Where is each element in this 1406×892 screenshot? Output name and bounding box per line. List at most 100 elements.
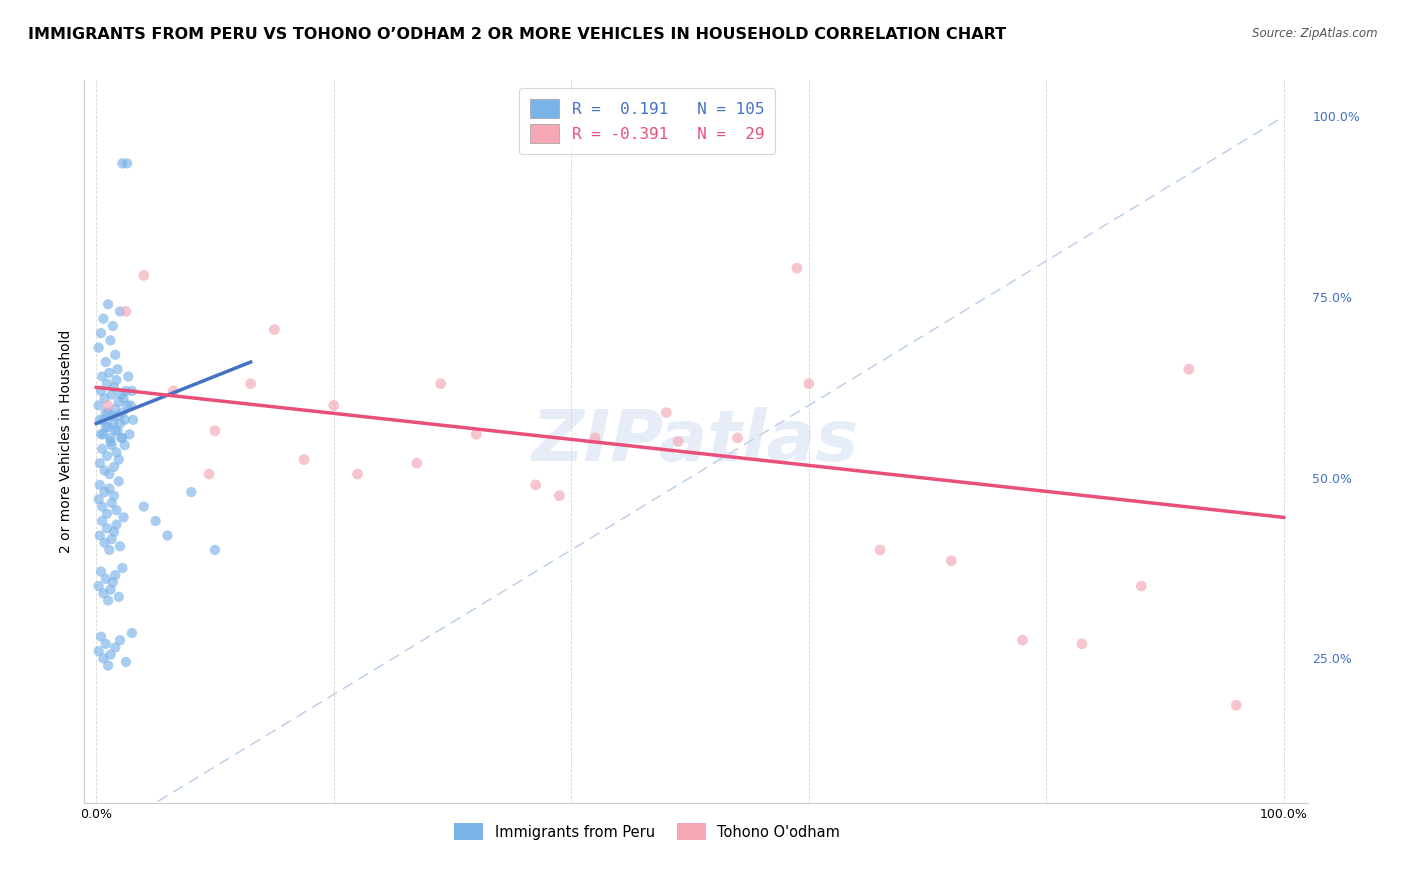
Point [100,438,122,452]
Point [105,503,128,517]
Point [93,535,115,549]
Point [94,420,117,434]
Point [90,326,112,341]
Point [90,630,112,644]
Point [104,568,127,582]
Point [655,406,678,420]
Point [107,424,129,438]
Point [93,651,115,665]
Point [98,467,121,481]
Point [112,510,135,524]
Point [104,402,127,417]
Point [89,456,111,470]
Point [100,431,122,445]
Point [94,355,117,369]
Point [132,500,155,514]
Point [108,539,131,553]
Point [107,362,129,376]
Point [108,417,131,431]
Point [94,637,117,651]
Point [97,420,120,434]
Point [111,156,134,170]
Point [107,394,129,409]
Point [107,409,129,424]
Point [524,478,547,492]
Point [117,369,139,384]
Point [98,482,121,496]
Point [107,452,129,467]
Y-axis label: 2 or more Vehicles in Household: 2 or more Vehicles in Household [59,330,73,553]
Point [346,467,368,481]
Point [91,442,114,456]
Point [93,427,115,442]
Point [97,297,120,311]
Point [666,434,689,449]
Point [105,445,128,459]
Point [104,348,127,362]
Point [1225,698,1247,713]
Point [101,318,124,333]
Point [406,456,429,470]
Point [90,565,112,579]
Point [548,489,571,503]
Point [583,431,606,445]
Point [89,528,111,542]
Point [110,387,132,401]
Point [97,593,120,607]
Text: ZIPatlas: ZIPatlas [533,407,859,476]
Point [93,311,115,326]
Point [91,514,114,528]
Point [87,579,110,593]
Point [98,366,121,380]
Point [1011,633,1033,648]
Point [112,391,135,405]
Point [121,384,143,398]
Point [322,398,344,412]
Point [115,655,138,669]
Point [87,341,110,355]
Point [107,475,129,489]
Point [96,521,118,535]
Point [204,542,226,557]
Point [100,496,122,510]
Legend: Immigrants from Peru, Tohono O'odham: Immigrants from Peru, Tohono O'odham [449,818,846,847]
Point [100,532,122,546]
Point [429,376,451,391]
Point [103,380,125,394]
Point [90,427,112,442]
Point [93,485,115,500]
Point [91,500,114,514]
Point [107,590,129,604]
Point [103,524,125,539]
Point [111,406,134,420]
Point [204,424,226,438]
Text: Source: ZipAtlas.com: Source: ZipAtlas.com [1253,27,1378,40]
Point [797,376,820,391]
Point [1130,579,1153,593]
Point [101,417,124,431]
Point [108,633,131,648]
Point [465,427,488,442]
Point [101,575,124,590]
Point [180,485,202,500]
Point [87,492,110,507]
Point [93,391,115,405]
Point [786,261,808,276]
Point [101,409,124,424]
Point [114,413,136,427]
Point [96,376,118,391]
Point [97,398,120,412]
Point [97,658,120,673]
Point [89,413,111,427]
Point [100,334,122,348]
Point [93,586,115,600]
Point [100,387,122,401]
Point [292,452,315,467]
Point [263,322,285,336]
Point [1178,362,1201,376]
Point [104,640,127,655]
Point [941,554,963,568]
Point [87,398,110,412]
Point [105,517,128,532]
Point [93,413,115,427]
